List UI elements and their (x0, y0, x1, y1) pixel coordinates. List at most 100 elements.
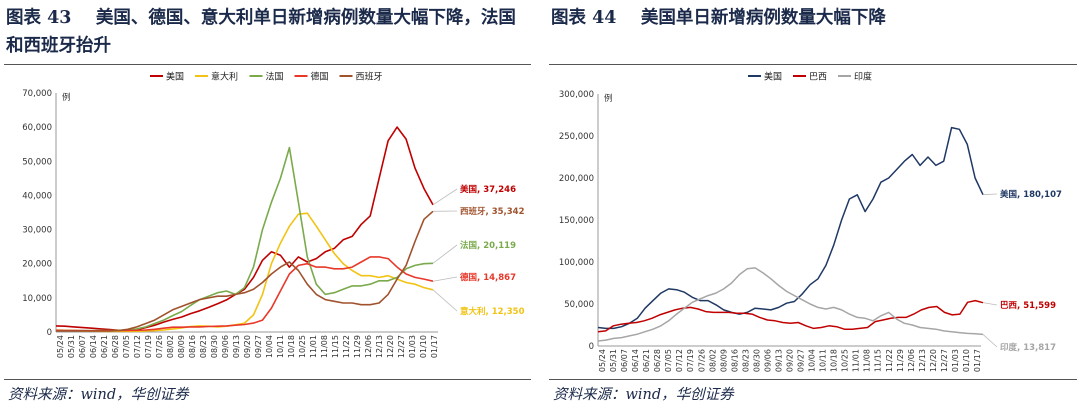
end-label-us: 美国, 180,107 (1000, 189, 1062, 200)
x-tick-label: 08/09 (719, 349, 728, 372)
source-note: 资料来源：wind，华创证券 (553, 387, 734, 403)
legend-label-br: 巴西 (809, 72, 827, 83)
y-tick-label: 150,000 (559, 216, 594, 226)
series-line-us (55, 126, 434, 332)
x-tick-label: 10/25 (298, 335, 307, 358)
x-tick-label: 06/28 (653, 349, 662, 372)
x-tick-label: 05/31 (609, 349, 618, 372)
end-label-br: 巴西, 51,599 (1000, 301, 1056, 311)
x-tick-label: 07/19 (144, 335, 153, 358)
x-tick-label: 06/28 (111, 335, 120, 358)
x-tick-label: 01/03 (408, 335, 417, 358)
y-tick-label: 0 (47, 328, 52, 338)
y-tick-label: 60,000 (22, 123, 52, 133)
end-label-es: 西班牙, 35,342 (460, 206, 525, 217)
x-tick-label: 09/20 (243, 335, 252, 358)
leader-line-it (432, 289, 458, 312)
y-tick-label: 20,000 (22, 260, 52, 270)
x-tick-label: 01/10 (419, 335, 428, 358)
x-tick-label: 12/20 (929, 349, 938, 372)
leader-line-de (432, 276, 458, 282)
x-tick-label: 12/06 (907, 349, 916, 372)
y-tick-label: 10,000 (22, 294, 52, 304)
x-tick-label: 07/26 (697, 349, 706, 372)
x-tick-label: 08/23 (199, 335, 208, 358)
x-tick-label: 09/27 (797, 349, 806, 372)
series-line-br (597, 299, 984, 333)
x-tick-label: 06/07 (620, 349, 629, 372)
x-tick-label: 10/11 (276, 335, 285, 358)
legend-label-us: 美国 (166, 71, 184, 83)
x-tick-label: 10/25 (841, 349, 850, 372)
x-tick-label: 08/30 (210, 335, 219, 358)
x-tick-label: 06/14 (631, 349, 640, 372)
leader-line-us (982, 193, 998, 196)
x-tick-label: 06/21 (100, 335, 109, 358)
x-tick-label: 12/13 (918, 349, 927, 372)
x-tick-label: 07/19 (686, 349, 695, 372)
x-tick-label: 01/10 (962, 349, 971, 372)
figure-number: 图表 44 (551, 8, 617, 28)
x-tick-label: 08/16 (188, 335, 197, 358)
end-label-in: 印度, 13,817 (1000, 342, 1056, 353)
x-tick-label: 08/16 (730, 349, 739, 372)
leader-line-in (982, 334, 998, 348)
end-label-us: 美国, 37,246 (460, 184, 516, 195)
y-tick-label: 50,000 (22, 157, 52, 167)
x-tick-label: 11/22 (885, 349, 894, 372)
x-tick-label: 11/15 (331, 335, 340, 358)
x-tick-label: 09/27 (254, 335, 263, 358)
x-tick-label: 10/18 (287, 335, 296, 358)
x-tick-label: 07/05 (664, 349, 673, 372)
x-tick-label: 11/29 (353, 335, 362, 358)
series-line-in (597, 267, 984, 342)
x-tick-label: 11/29 (896, 349, 905, 372)
x-tick-label: 09/20 (786, 349, 795, 372)
leader-line-us (432, 188, 458, 206)
leader-line-br (982, 302, 998, 306)
series-line-de (55, 256, 434, 332)
x-tick-label: 12/20 (386, 335, 395, 358)
x-tick-label: 10/11 (819, 349, 828, 372)
y-tick-label: 50,000 (564, 300, 594, 310)
legend-label-in: 印度 (854, 71, 872, 83)
leader-line-fr (432, 244, 458, 264)
x-tick-label: 10/18 (830, 349, 839, 372)
x-tick-label: 11/01 (309, 335, 318, 358)
figure-title: 图表 43 美国、德国、意大利单日新增病例数量大幅下降，法国和西班牙抬升 (6, 4, 531, 60)
x-tick-label: 07/12 (133, 335, 142, 358)
bottom-rule (4, 379, 531, 380)
x-tick-label: 11/01 (852, 349, 861, 372)
figure-number: 图表 43 (6, 8, 72, 28)
x-tick-label: 11/08 (863, 349, 872, 372)
chart-right: 美国 巴西 印度 0 50,000 100,000 150,000 200,000 250,00… (559, 71, 1062, 373)
x-tick-label: 12/27 (397, 335, 406, 358)
y-tick-label: 0 (589, 342, 594, 352)
legend-label-es: 西班牙 (356, 71, 383, 83)
x-tick-label: 11/08 (320, 335, 329, 358)
legend-label-fr: 法国 (266, 71, 284, 83)
end-label-fr: 法国, 20,119 (460, 240, 516, 251)
y-unit-label: 例 (604, 93, 613, 104)
top-rule (549, 64, 1077, 65)
x-tick-label: 11/15 (874, 349, 883, 372)
x-tick-label: 01/17 (973, 349, 982, 372)
series-line-it (55, 212, 434, 333)
x-tick-label: 01/17 (430, 335, 439, 358)
top-rule (4, 64, 531, 65)
y-tick-label: 300,000 (559, 90, 594, 100)
figure-caption: 美国单日新增病例数量大幅下降 (640, 8, 886, 28)
y-tick-label: 30,000 (22, 226, 52, 236)
x-tick-label: 07/26 (155, 335, 164, 358)
x-tick-label: 05/24 (56, 335, 65, 358)
figure-43: 图表 43 美国、德国、意大利单日新增病例数量大幅下降，法国和西班牙抬升 美国意… (0, 0, 535, 414)
legend-label-us: 美国 (764, 71, 782, 83)
source-note: 资料来源：wind，华创证券 (8, 387, 189, 403)
x-tick-label: 08/30 (752, 349, 761, 372)
x-tick-label: 07/05 (122, 335, 131, 358)
x-tick-label: 08/02 (166, 335, 175, 358)
x-tick-label: 11/22 (342, 335, 351, 358)
x-tick-label: 01/03 (951, 349, 960, 372)
x-tick-label: 08/23 (741, 349, 750, 372)
figure-44: 图表 44 美国单日新增病例数量大幅下降 美国 巴西 印度 0 50,000 100,00… (545, 0, 1079, 414)
